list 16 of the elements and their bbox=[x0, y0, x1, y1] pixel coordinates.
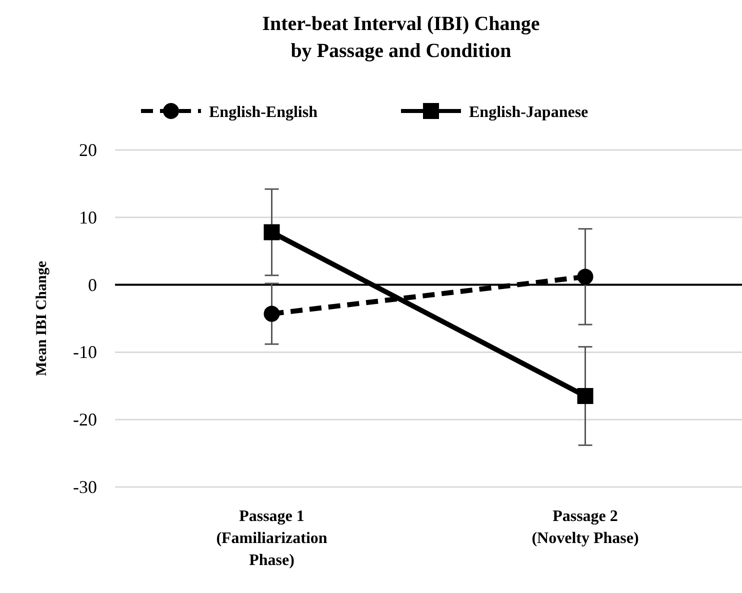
y-tick-label: 20 bbox=[79, 140, 97, 160]
x-tick-label: Passage 1 (Familiarization Phase) bbox=[216, 508, 328, 569]
legend-label: English-English bbox=[209, 104, 318, 121]
point bbox=[264, 224, 280, 240]
y-tick-label: -10 bbox=[73, 342, 97, 362]
y-tick-label: -20 bbox=[73, 410, 97, 430]
y-tick-label: 10 bbox=[79, 207, 97, 228]
point bbox=[264, 306, 280, 322]
y-axis-title: Mean IBI Change bbox=[34, 260, 50, 376]
y-tick-label: 0 bbox=[88, 274, 97, 295]
y-tick-label: -30 bbox=[73, 477, 97, 497]
point bbox=[577, 268, 594, 285]
legend-label: English-Japanese bbox=[469, 104, 588, 121]
x-tick-label: Passage 2 (Novelty Phase) bbox=[532, 508, 639, 547]
point bbox=[577, 388, 594, 404]
chart-title: Inter-beat Interval (IBI) Change by Passage and Condition bbox=[262, 13, 540, 62]
